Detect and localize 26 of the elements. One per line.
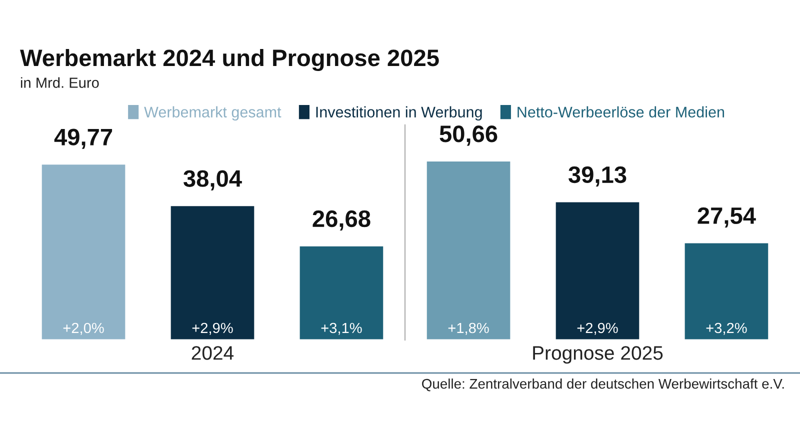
data-label: 27,54 [698,207,756,228]
annotation: +1,8% [448,322,489,335]
bar [298,244,385,340]
bar [169,204,256,340]
annotation: +3,1% [321,322,362,335]
data-label: 38,04 [184,170,242,190]
data-label: 26,68 [312,210,370,231]
bar [40,163,127,340]
annotation: +2,9% [192,322,233,335]
x-tick-label: 2024 [192,346,234,360]
bar [554,200,641,340]
annotation: +2,9% [577,322,618,335]
bar [425,160,512,340]
annotation: +3,2% [706,322,747,335]
source-note: Quelle: Zentralverband der deutschen Werbewirtschaft e.V. [422,378,784,392]
x-tick-label: Prognose 2025 [533,346,663,364]
data-label: 39,13 [568,166,626,186]
legend-label: Investitionen in Werbung [316,106,482,121]
legend-label: Netto-Werbeerlöse der Medien [518,106,724,118]
chart-title: Werbemarkt 2024 und Prognose 2025 [20,48,439,72]
data-label: 50,66 [440,126,498,146]
legend-label: Werbemarkt gesamt [144,106,282,121]
annotation: +2,0% [63,322,104,335]
bar [683,242,770,340]
chart-subtitle: in Mrd. Euro [20,77,99,88]
data-label: 49,77 [54,128,112,149]
